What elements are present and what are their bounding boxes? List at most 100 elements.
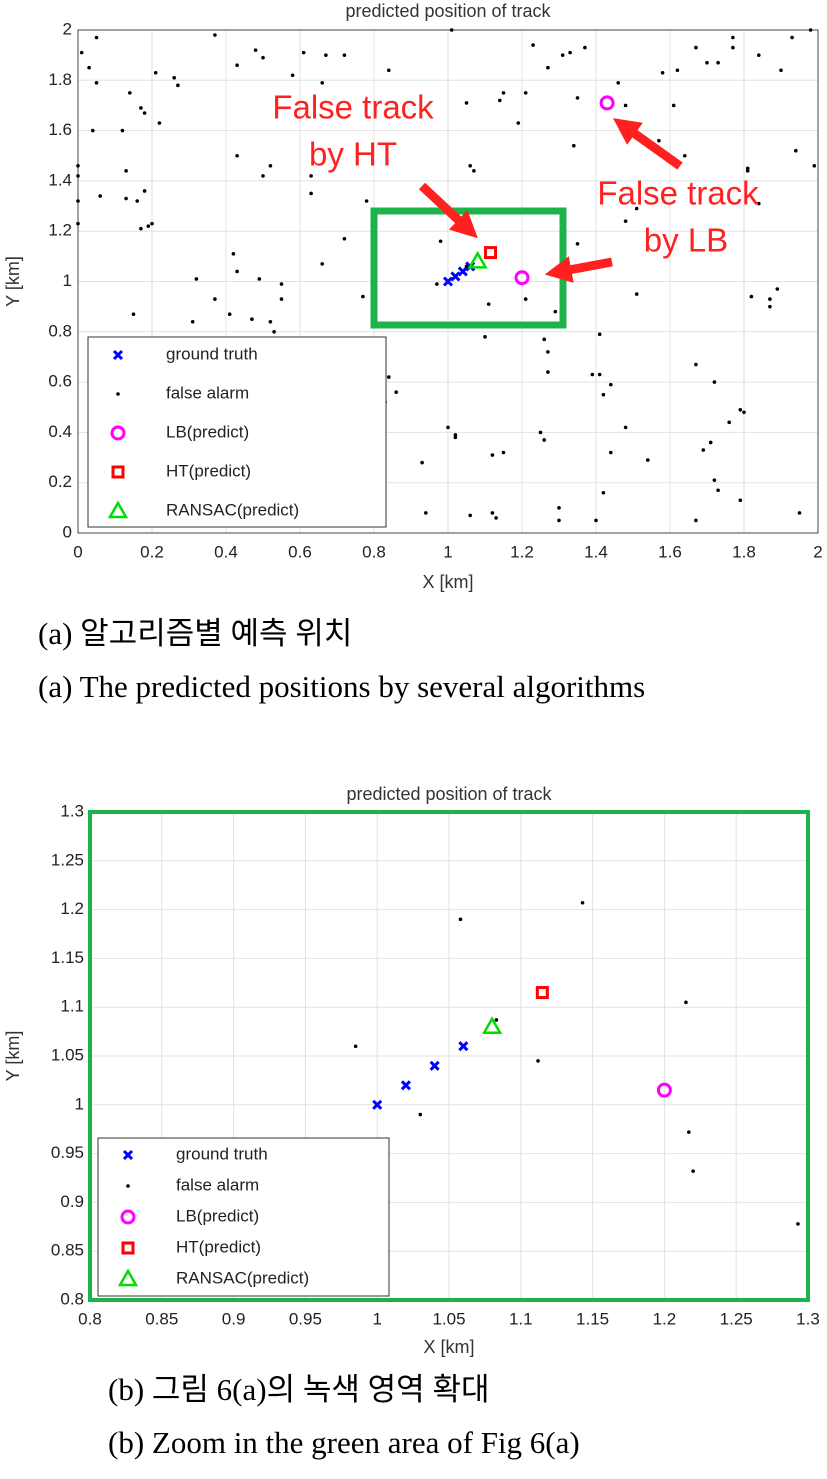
x-tick-label: 1.3 xyxy=(796,1309,820,1328)
x-tick-label: 0.2 xyxy=(140,542,164,561)
x-tick-label: 0.6 xyxy=(288,542,312,561)
marker-dot xyxy=(694,45,698,50)
y-tick-label: 0.4 xyxy=(48,422,72,441)
marker-dot xyxy=(142,111,147,115)
marker-dot xyxy=(775,287,780,291)
marker-dot xyxy=(601,490,606,495)
marker-dot xyxy=(687,1130,691,1134)
marker-dot xyxy=(153,70,158,75)
y-tick-label: 0.95 xyxy=(51,1143,84,1162)
y-tick-label: 1.3 xyxy=(60,801,84,820)
x-tick-label: 2 xyxy=(813,542,822,561)
marker-dot xyxy=(745,166,750,171)
x-tick-label: 1.2 xyxy=(510,542,534,561)
marker-dot xyxy=(794,148,798,153)
marker-dot xyxy=(458,917,463,922)
marker-dot xyxy=(235,63,239,68)
legend-label: false alarm xyxy=(176,1175,259,1194)
x-tick-label: 1 xyxy=(443,542,452,561)
marker-dot xyxy=(157,121,162,125)
chart-title: predicted position of track xyxy=(346,784,552,804)
marker-x xyxy=(429,1060,440,1071)
marker-dot xyxy=(749,294,754,299)
marker-dot xyxy=(501,91,506,95)
marker-dot xyxy=(213,33,217,37)
y-tick-label: 0.8 xyxy=(48,321,72,340)
marker-dot xyxy=(135,199,139,203)
marker-dot xyxy=(601,392,606,397)
marker-dot xyxy=(575,96,580,100)
marker-dot xyxy=(597,332,602,337)
marker-dot xyxy=(301,50,306,55)
marker-dot xyxy=(623,425,628,430)
marker-dot xyxy=(542,337,546,342)
legend-label: LB(predict) xyxy=(166,422,249,441)
marker-dot xyxy=(420,460,424,465)
x-tick-label: 1.15 xyxy=(576,1309,609,1328)
marker-dot xyxy=(742,410,746,415)
marker-dot xyxy=(139,106,143,110)
marker-dot xyxy=(609,450,613,455)
marker-dot xyxy=(87,65,91,70)
marker-dot xyxy=(320,262,325,266)
marker-dot xyxy=(250,317,254,322)
marker-dot xyxy=(309,174,313,178)
legend-label: false alarm xyxy=(166,383,249,402)
legend-box xyxy=(87,336,387,528)
marker-dot xyxy=(272,330,276,334)
legend-marker xyxy=(117,1268,139,1287)
marker-dot xyxy=(712,478,717,482)
y-tick-label: 1 xyxy=(63,271,72,290)
y-tick-label: 1.25 xyxy=(51,850,84,869)
marker-dot xyxy=(261,55,265,60)
x-tick-label: 0.8 xyxy=(78,1309,102,1328)
marker-dot xyxy=(575,241,580,246)
caption: (b) 그림 6(a)의 녹색 영역 확대 xyxy=(108,1372,489,1407)
marker-dot xyxy=(483,335,487,339)
marker-dot xyxy=(808,28,813,32)
marker-dot xyxy=(675,68,680,73)
marker-dot xyxy=(424,511,428,515)
marker-dot xyxy=(538,430,543,435)
marker-dot xyxy=(279,282,284,286)
y-tick-label: 1.8 xyxy=(48,70,72,89)
marker-dot xyxy=(449,28,454,32)
marker-x xyxy=(372,1099,383,1110)
caption: (a) 알고리즘별 예측 위치 xyxy=(38,616,352,651)
y-axis-label: Y [km] xyxy=(3,256,23,307)
x-axis-label: X [km] xyxy=(423,1337,474,1357)
legend-marker xyxy=(116,392,120,396)
marker-dot xyxy=(468,164,473,168)
marker-dot xyxy=(257,277,262,281)
x-tick-label: 1.8 xyxy=(732,542,756,561)
marker-x xyxy=(458,1041,469,1052)
y-tick-label: 1.6 xyxy=(48,120,72,139)
marker-dot xyxy=(131,312,136,316)
marker-dot xyxy=(557,506,561,510)
y-tick-label: 0.6 xyxy=(48,372,72,391)
y-tick-label: 1.2 xyxy=(60,899,84,918)
marker-dot xyxy=(727,420,731,425)
x-tick-label: 1.2 xyxy=(653,1309,677,1328)
marker-dot xyxy=(796,1222,800,1226)
y-tick-label: 0 xyxy=(63,522,72,541)
marker-dot xyxy=(146,224,151,228)
marker-dot xyxy=(190,319,195,324)
legend-marker xyxy=(111,465,125,479)
marker-dot xyxy=(516,121,521,125)
marker-dot xyxy=(387,68,391,73)
marker-dot xyxy=(394,390,399,394)
marker-dot xyxy=(634,206,639,211)
y-tick-label: 1 xyxy=(75,1094,84,1113)
legend-marker xyxy=(122,1149,134,1161)
marker-dot xyxy=(768,297,772,301)
marker-circle xyxy=(514,270,530,286)
marker-dot xyxy=(486,302,491,306)
marker-dot xyxy=(560,53,565,57)
marker-triangle xyxy=(481,1016,503,1034)
legend-marker xyxy=(121,1241,135,1255)
marker-dot xyxy=(490,453,495,457)
marker-dot xyxy=(712,380,717,384)
marker-dot xyxy=(261,174,265,178)
legend-label: LB(predict) xyxy=(176,1206,259,1225)
